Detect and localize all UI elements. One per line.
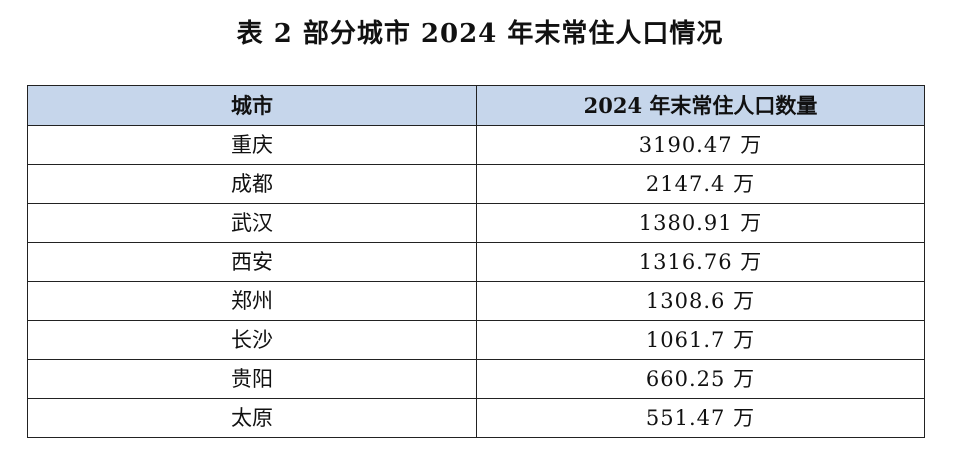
city-cell: 成都 xyxy=(27,164,477,204)
header-city: 城市 xyxy=(27,85,477,126)
city-cell: 西安 xyxy=(27,242,477,282)
table-row: 太原 551.47 万 xyxy=(27,398,925,438)
table-row: 长沙 1061.7 万 xyxy=(27,320,925,360)
population-cell: 2147.4 万 xyxy=(476,164,925,204)
table-title: 表 2 部分城市 2024 年末常住人口情况 xyxy=(236,19,724,49)
table-row: 贵阳 660.25 万 xyxy=(27,359,925,399)
table-row: 武汉 1380.91 万 xyxy=(27,203,925,243)
header-population: 2024 年末常住人口数量 xyxy=(476,85,925,126)
city-cell: 长沙 xyxy=(27,320,477,360)
population-cell: 1316.76 万 xyxy=(476,242,925,282)
population-cell: 1380.91 万 xyxy=(476,203,925,243)
city-cell: 贵阳 xyxy=(27,359,477,399)
population-cell: 660.25 万 xyxy=(476,359,925,399)
population-cell: 3190.47 万 xyxy=(476,125,925,165)
population-cell: 551.47 万 xyxy=(476,398,925,438)
city-cell: 太原 xyxy=(27,398,477,438)
city-cell: 重庆 xyxy=(27,125,477,165)
table-row: 重庆 3190.47 万 xyxy=(27,125,925,165)
population-table: 城市 2024 年末常住人口数量 重庆 3190.47 万 成都 2147.4 … xyxy=(27,85,925,438)
city-cell: 郑州 xyxy=(27,281,477,321)
table-row: 郑州 1308.6 万 xyxy=(27,281,925,321)
table-row: 西安 1316.76 万 xyxy=(27,242,925,282)
population-cell: 1061.7 万 xyxy=(476,320,925,360)
city-cell: 武汉 xyxy=(27,203,477,243)
table-header-row: 城市 2024 年末常住人口数量 xyxy=(27,85,925,126)
population-cell: 1308.6 万 xyxy=(476,281,925,321)
table-row: 成都 2147.4 万 xyxy=(27,164,925,204)
